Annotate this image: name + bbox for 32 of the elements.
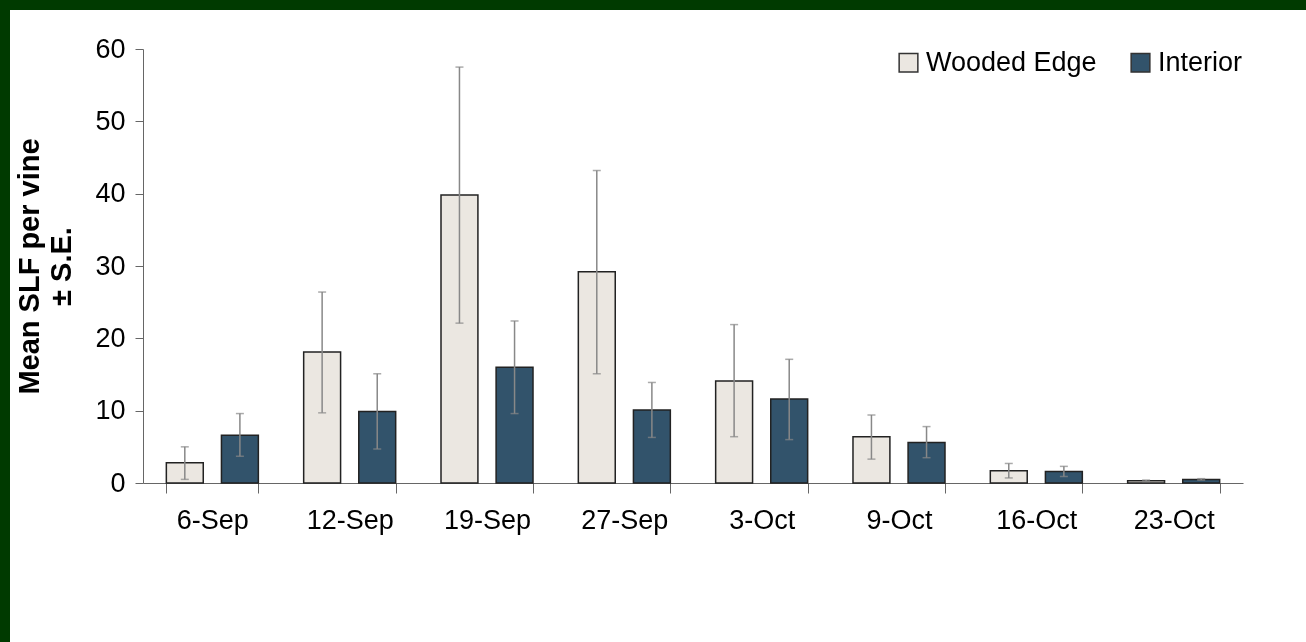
- x-tick-label: 9-Oct: [866, 504, 933, 535]
- legend-label: Interior: [1158, 46, 1243, 77]
- x-tick-label: 3-Oct: [729, 504, 796, 535]
- x-tick-label: 12-Sep: [306, 504, 394, 535]
- y-tick-label: 30: [95, 250, 126, 281]
- bar: [358, 410, 397, 484]
- x-tick-label: 16-Oct: [996, 504, 1078, 535]
- bar: [495, 366, 534, 484]
- bar: [632, 409, 672, 484]
- bar: [577, 271, 616, 484]
- y-tick-label: 20: [95, 322, 126, 353]
- bar: [907, 441, 946, 484]
- y-axis-title: Mean SLF per vine ± S.E.: [13, 138, 78, 395]
- y-tick-label: 40: [95, 178, 126, 209]
- x-tick-label: 19-Sep: [443, 504, 532, 535]
- x-tick-label: 6-Sep: [176, 504, 249, 535]
- bar: [989, 469, 1028, 484]
- y-tick-label: 50: [95, 105, 126, 136]
- bar: [770, 398, 809, 484]
- bar: [440, 194, 479, 484]
- bar: [220, 434, 260, 484]
- y-tick-label: 10: [95, 395, 126, 426]
- y-tick-label: 0: [110, 467, 126, 498]
- bar: [714, 380, 754, 484]
- bar: [165, 462, 205, 484]
- bar: [302, 351, 342, 484]
- legend-label: Wooded Edge: [926, 46, 1097, 77]
- y-tick-label: 60: [95, 33, 126, 64]
- bar: [852, 435, 891, 484]
- x-tick-label: 23-Oct: [1133, 504, 1216, 535]
- x-tick-label: 27-Sep: [581, 504, 669, 535]
- bar: [1044, 470, 1084, 484]
